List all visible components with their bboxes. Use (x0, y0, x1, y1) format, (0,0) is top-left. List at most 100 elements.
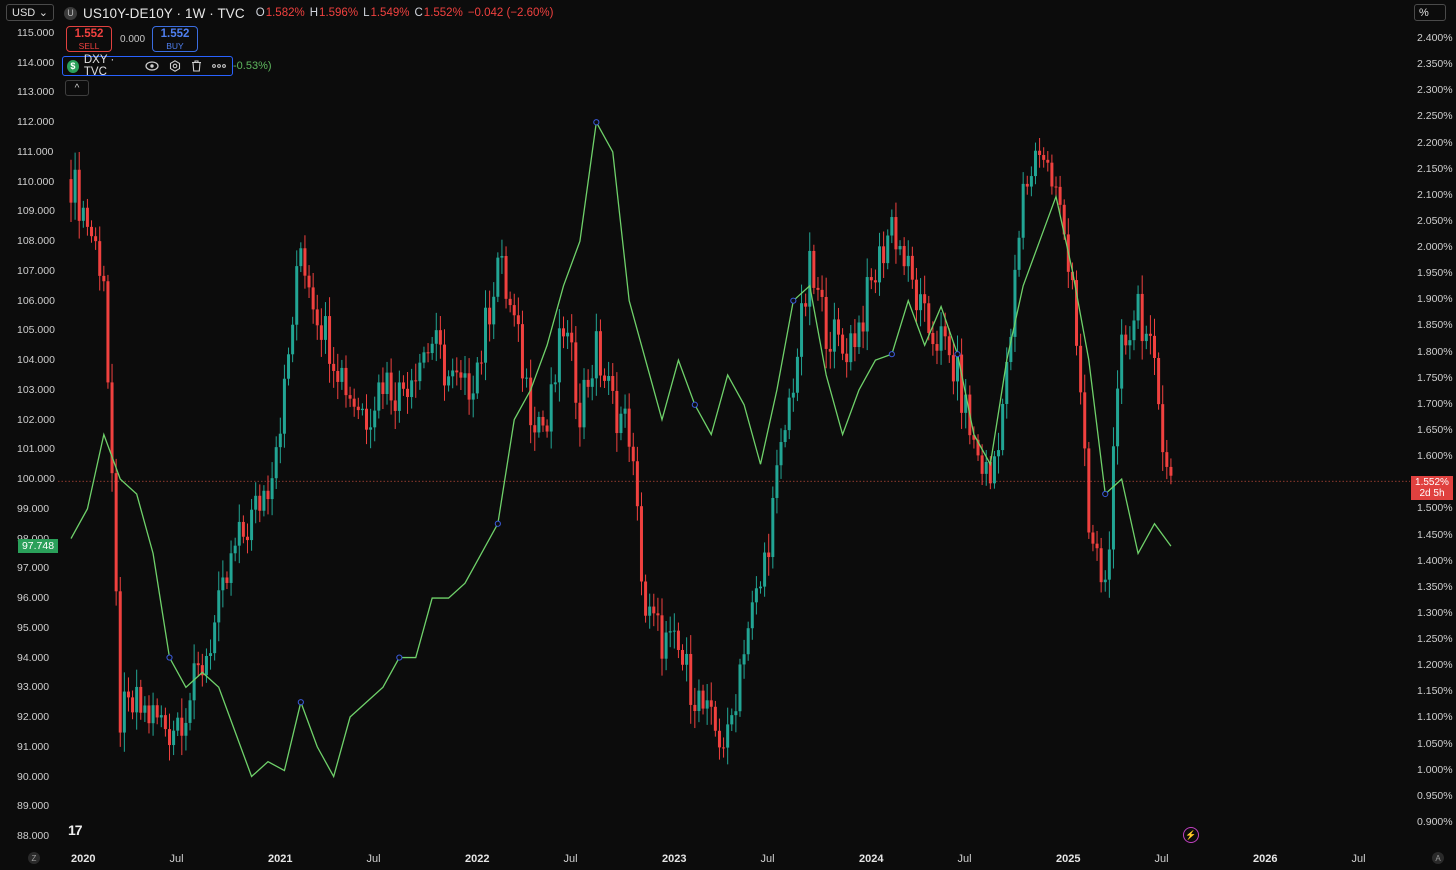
candle-body (1132, 320, 1136, 341)
candle-body (102, 275, 106, 282)
candle-body (1058, 186, 1062, 205)
candle-body (865, 277, 869, 332)
overlay-name: DXY · TVC (83, 54, 115, 78)
candle-body (1157, 357, 1161, 405)
candle-body (1087, 448, 1091, 533)
right-axis-tick: 2.000% (1417, 241, 1453, 254)
candle-body (479, 362, 483, 364)
candle-body (882, 246, 886, 264)
sell-button[interactable]: 1.552 SELL (66, 26, 112, 52)
x-axis-tick: Jul (1154, 853, 1169, 865)
candle-body (779, 442, 783, 466)
right-axis-tick: 1.300% (1417, 606, 1453, 619)
left-axis-tick: 100.000 (17, 473, 55, 486)
more-icon[interactable] (212, 59, 226, 73)
spread-last-value: 1.552% (1415, 477, 1449, 488)
candle-body (709, 700, 713, 707)
overlay-legend[interactable]: $ DXY · TVC (62, 54, 233, 78)
candle-body (504, 256, 508, 299)
candle-body (652, 606, 656, 614)
candle-body (1169, 466, 1173, 476)
candle-body (1025, 183, 1029, 187)
auto-scale-icon[interactable]: A (1432, 852, 1444, 864)
dxy-point (494, 520, 501, 527)
candle-body (898, 246, 902, 250)
candle-body (81, 207, 85, 221)
candle-body (209, 653, 213, 656)
candle-body (1136, 293, 1140, 321)
bar-countdown: 2d 5h (1419, 488, 1445, 499)
left-axis-tick: 112.000 (17, 116, 55, 129)
candle-body (176, 717, 180, 731)
candle-body (841, 334, 845, 354)
candle-body (69, 179, 73, 203)
left-axis-tick: 96.000 (17, 592, 50, 605)
candle-body (1038, 150, 1042, 156)
candle-body (607, 376, 611, 381)
candle-body (914, 279, 918, 311)
candle-body (85, 207, 89, 227)
dxy-line (70, 119, 1172, 779)
candle-body (980, 455, 984, 474)
candle-body (582, 379, 586, 428)
dxy-point (297, 699, 304, 706)
candle-body (701, 690, 705, 709)
unit-selector[interactable]: % (1414, 4, 1446, 21)
trash-icon[interactable] (190, 59, 203, 73)
candle-body (988, 461, 992, 484)
candle-body (861, 322, 865, 332)
currency-selector[interactable]: USD ⌄ (6, 4, 54, 21)
candle-body (422, 352, 426, 363)
candle-body (233, 545, 237, 554)
candle-body (188, 700, 192, 723)
candle-body (738, 664, 742, 712)
candle-body (549, 384, 553, 432)
candle-body (110, 382, 114, 474)
symbol-title[interactable]: US10Y-DE10Y · 1W · TVC (83, 5, 245, 21)
candle-body (689, 653, 693, 705)
right-axis-tick: 0.900% (1417, 816, 1453, 828)
candle-body (1029, 176, 1033, 187)
candle-body (1165, 452, 1169, 467)
candle-body (344, 367, 348, 396)
zoom-icon[interactable]: Z (28, 852, 40, 864)
left-axis-tick: 104.000 (17, 354, 55, 367)
candle-body (114, 473, 118, 592)
left-axis-tick: 95.000 (17, 621, 50, 634)
candle-body (693, 704, 697, 712)
buy-button[interactable]: 1.552 BUY (152, 26, 198, 52)
candle-body (705, 700, 709, 709)
candle-body (800, 303, 804, 357)
overlay-change: -0.53%) (233, 60, 272, 72)
candle-body (1140, 293, 1144, 342)
eye-icon[interactable] (145, 59, 160, 73)
candle-body (73, 169, 77, 203)
candle-body (328, 316, 332, 364)
low-label: L (363, 7, 370, 19)
candle-body (562, 328, 565, 337)
open-label: O (255, 7, 265, 19)
candle-body (808, 250, 812, 307)
candle-body (906, 255, 910, 267)
candle-body (471, 393, 475, 400)
candle-body (484, 307, 488, 363)
right-axis-tick: 0.950% (1417, 789, 1453, 802)
lightning-icon[interactable]: ⚡ (1183, 827, 1199, 843)
candle-body (291, 324, 295, 355)
chevron-up-icon[interactable]: ^ (65, 80, 89, 96)
candle-body (496, 257, 500, 297)
candle-body (1161, 404, 1165, 453)
candle-body (873, 280, 877, 283)
candle-body (676, 630, 680, 650)
spread-last-price-tag: 1.552% 2d 5h (1411, 476, 1453, 500)
candle-body (623, 408, 627, 414)
candle-body (964, 394, 968, 413)
right-axis-tick: 1.450% (1417, 528, 1453, 541)
candle-body (529, 377, 533, 426)
candle-body (282, 378, 286, 434)
candle-body (213, 622, 217, 654)
left-axis-tick: 113.000 (17, 86, 55, 99)
settings-icon[interactable] (168, 59, 181, 73)
candle-body (533, 425, 537, 433)
